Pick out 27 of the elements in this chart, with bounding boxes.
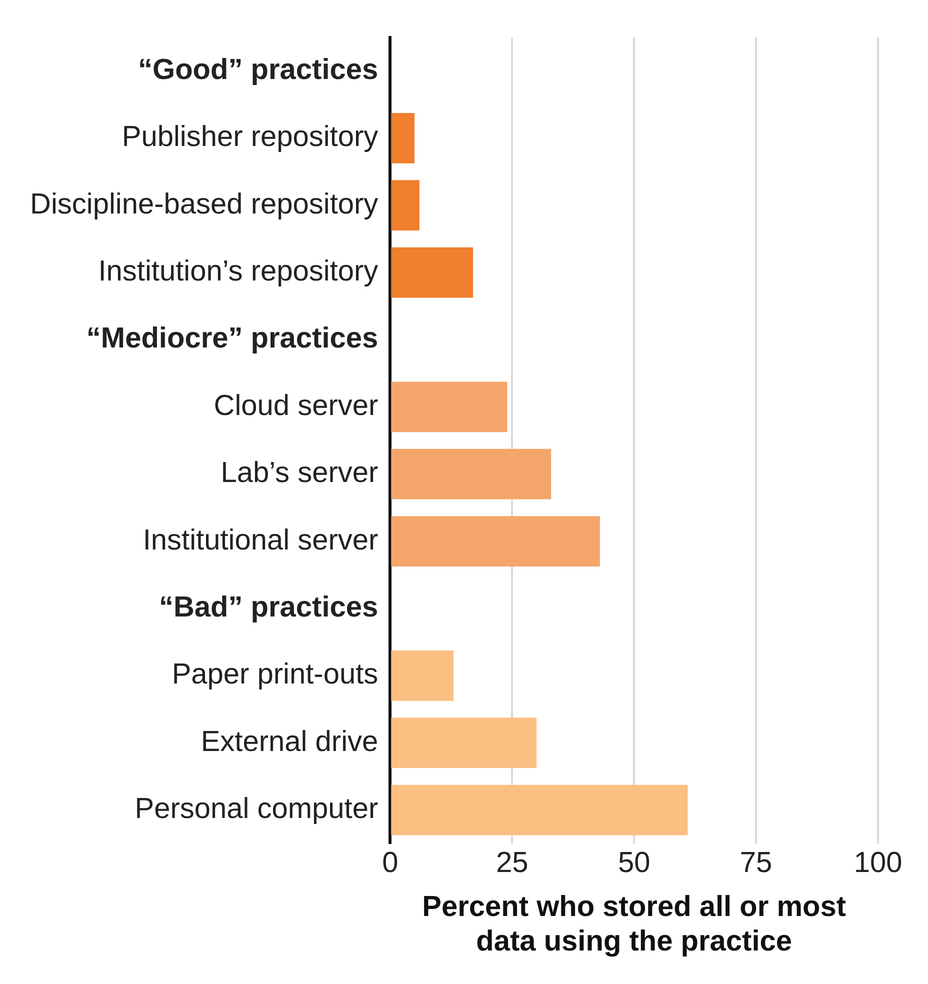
y-tick-label: Institutional server	[142, 524, 378, 556]
y-tick-label: Lab’s server	[220, 457, 378, 490]
bar	[391, 448, 552, 500]
bar	[391, 784, 688, 836]
y-tick-label: Personal computer	[134, 793, 378, 826]
x-tick-label: 25	[496, 847, 528, 879]
bar	[391, 180, 420, 231]
x-tick-label: 75	[740, 847, 772, 879]
bar	[391, 112, 415, 164]
y-tick-label: “Good” practices	[138, 54, 378, 86]
y-tick-label: Discipline-based repository	[30, 188, 379, 220]
bar	[391, 718, 537, 768]
x-tick-label: 0	[382, 847, 398, 879]
y-tick-label: Cloud server	[214, 390, 378, 422]
y-tick-label: Publisher repository	[122, 121, 379, 154]
y-tick-label: “Mediocre” practices	[86, 322, 378, 355]
x-tick-label: 50	[618, 847, 650, 879]
bar	[391, 382, 508, 432]
bar	[391, 516, 600, 566]
bar	[391, 650, 454, 701]
x-axis-title: Percent who stored all or most data using the practice	[422, 890, 846, 958]
y-tick-label: Institution’s repository	[98, 256, 379, 288]
y-tick-label: External drive	[200, 726, 378, 758]
y-tick-label: Paper print-outs	[172, 658, 378, 691]
x-tick-label: 100	[854, 847, 902, 879]
y-tick-label: “Bad” practices	[158, 591, 378, 624]
bar	[391, 247, 474, 298]
